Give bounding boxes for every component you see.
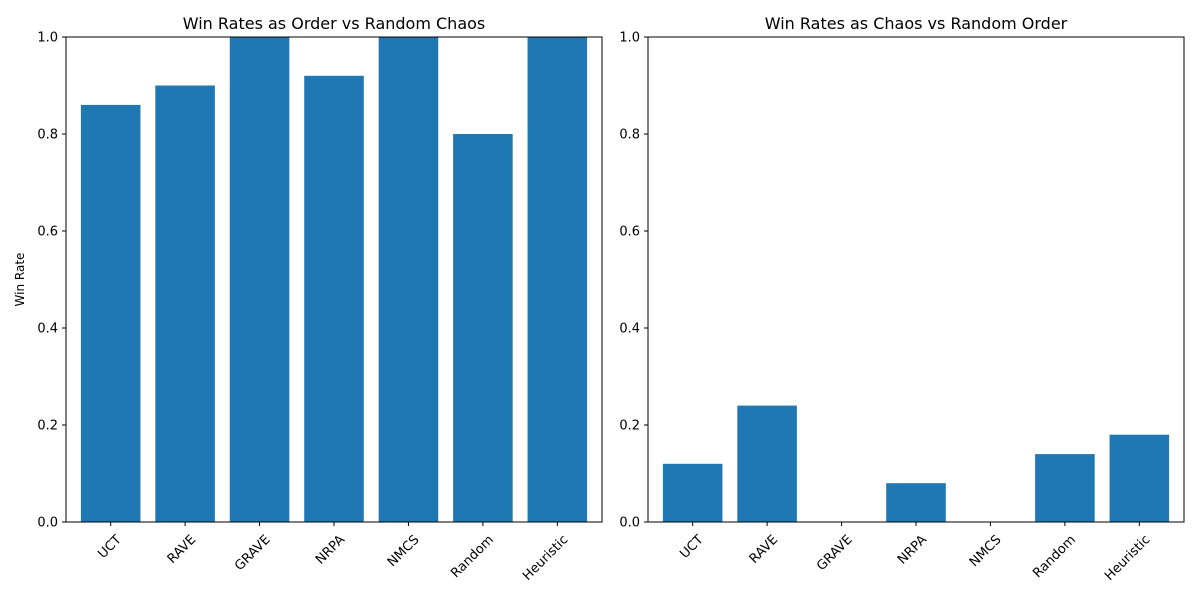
x-tick-label-random: Random: [448, 532, 497, 581]
bar-uct: [80, 104, 141, 523]
bar-random: [453, 134, 513, 522]
x-tick-label-heuristic: Heuristic: [520, 532, 571, 583]
y-tick-label: 0.8: [37, 128, 58, 143]
plot-frame: [647, 36, 1185, 523]
bar-heuristic: [527, 37, 588, 522]
x-tick-label-uct: UCT: [677, 532, 706, 561]
y-tick-label: 0.0: [37, 516, 58, 531]
y-tick-label: 1.0: [37, 31, 58, 46]
x-tick-label-grave: GRAVE: [232, 532, 274, 574]
chart-title: Win Rates as Order vs Random Chaos: [183, 14, 486, 33]
bar-rave: [737, 405, 797, 522]
bar-random: [1035, 454, 1095, 522]
x-tick-label-nrpa: NRPA: [895, 532, 930, 567]
y-tick-label: 0.4: [37, 322, 58, 337]
y-tick-label: 0.2: [37, 419, 58, 434]
x-tick-label-rave: RAVE: [165, 532, 199, 566]
bar-nrpa: [304, 75, 364, 523]
y-axis-label: Win Rate: [13, 253, 27, 307]
x-tick-label-nrpa: NRPA: [313, 532, 348, 567]
bar-heuristic: [1109, 434, 1170, 522]
y-tick-label: 1.0: [619, 31, 640, 46]
x-tick-label-rave: RAVE: [747, 532, 781, 566]
y-tick-label: 0.2: [619, 419, 640, 434]
y-tick-label: 0.0: [619, 516, 640, 531]
bar-uct: [662, 463, 723, 522]
bar-rave: [155, 85, 215, 522]
x-tick-label-uct: UCT: [95, 532, 124, 561]
bar-nmcs: [378, 37, 439, 522]
bar-nrpa: [886, 483, 946, 522]
x-tick-label-grave: GRAVE: [814, 532, 856, 574]
y-tick-label: 0.8: [619, 128, 640, 143]
chart-title: Win Rates as Chaos vs Random Order: [765, 14, 1068, 33]
x-tick-label-random: Random: [1030, 532, 1079, 581]
x-tick-label-nmcs: NMCS: [967, 532, 1005, 570]
bar-grave: [229, 37, 290, 522]
y-tick-label: 0.4: [619, 322, 640, 337]
y-tick-label: 0.6: [619, 225, 640, 240]
x-tick-label-heuristic: Heuristic: [1102, 532, 1153, 583]
x-tick-label-nmcs: NMCS: [385, 532, 423, 570]
y-tick-label: 0.6: [37, 225, 58, 240]
